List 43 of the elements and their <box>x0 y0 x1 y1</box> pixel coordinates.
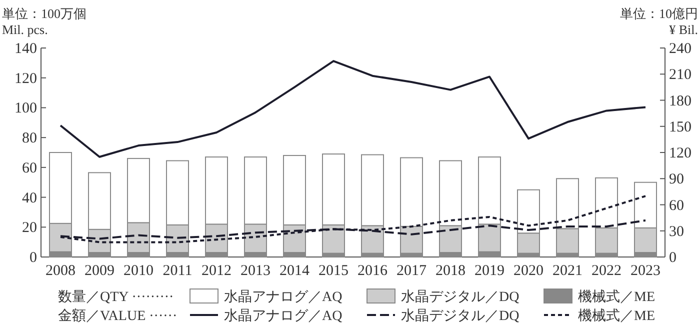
x-tick-label: 2010 <box>124 263 154 279</box>
text: 金額／VALUE ······ <box>58 308 178 324</box>
y-tick-label: 80 <box>22 130 37 147</box>
y2-tick-label: 210 <box>669 67 692 84</box>
y-tick-label: 120 <box>14 70 37 87</box>
text: 数量／QTY ········· <box>58 289 174 305</box>
x-tick-label: 2019 <box>474 263 504 279</box>
x-tick-label: 2008 <box>46 263 76 279</box>
legend-label: 水晶デジタル／DQ <box>401 308 520 324</box>
legend-label: 機械式／ME <box>578 308 655 324</box>
legend-label: 機械式／ME <box>578 289 655 305</box>
legend-label: 水晶アナログ／AQ <box>224 289 342 305</box>
x-tick-label: 2012 <box>202 263 232 279</box>
y-tick-label: 0 <box>30 250 37 266</box>
y2-tick-label: 30 <box>669 224 684 240</box>
x-tick-label: 2017 <box>396 263 427 279</box>
y-axis-title: 単位：100万個 Mil. pcs. <box>2 6 86 37</box>
x-tick-label: 2022 <box>592 263 622 279</box>
legend-label: 水晶アナログ／AQ <box>224 308 342 324</box>
y-tick-label: 100 <box>14 100 37 117</box>
y2-tick-label: 180 <box>669 93 692 110</box>
y-tick-label: 140 <box>14 41 37 57</box>
y-tick-label: 40 <box>22 190 37 206</box>
x-tick-label: 2016 <box>358 263 388 279</box>
y-tick-label: 20 <box>22 220 37 236</box>
y2-tick-label: 90 <box>669 172 684 188</box>
legend-label: 水晶デジタル／DQ <box>401 289 520 305</box>
x-tick-label: 2013 <box>240 263 270 279</box>
y2-tick-label: 60 <box>669 198 684 214</box>
x-tick-label: 2015 <box>318 263 348 279</box>
x-tick-label: 2011 <box>162 263 192 279</box>
x-tick-label: 2014 <box>280 263 310 279</box>
y2-tick-label: 240 <box>669 41 692 57</box>
y2-axis-title: 単位：10億円 ¥ Bil. <box>620 6 698 37</box>
x-tick-label: 2023 <box>630 263 660 279</box>
y2-tick-label: 120 <box>669 146 692 162</box>
y2-tick-label: 0 <box>669 250 676 266</box>
y2-tick-label: 150 <box>669 119 692 136</box>
x-tick-label: 2018 <box>436 263 466 279</box>
x-tick-label: 2009 <box>84 263 114 279</box>
y-tick-label: 60 <box>22 160 37 176</box>
x-tick-label: 2021 <box>552 263 582 279</box>
x-tick-label: 2020 <box>514 263 544 279</box>
